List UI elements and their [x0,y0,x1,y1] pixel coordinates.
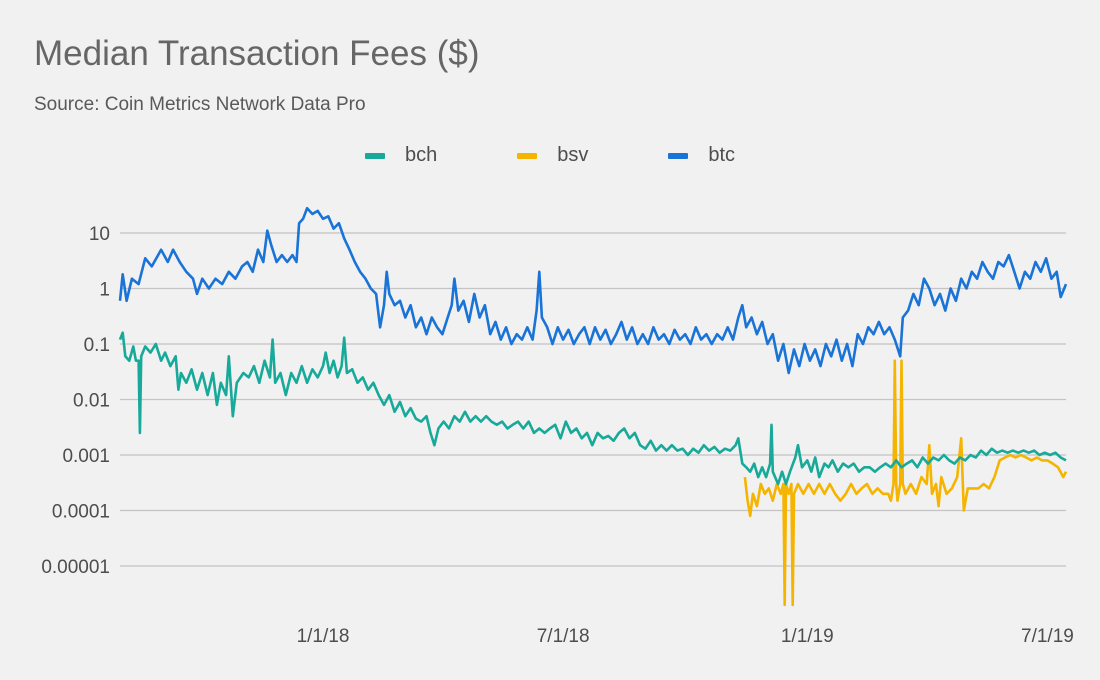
x-tick-label: 1/1/19 [781,626,834,647]
chart-subtitle: Source: Coin Metrics Network Data Pro [34,94,366,115]
legend: bch bsv btc [0,144,1100,167]
series-lines [118,206,1068,607]
legend-swatch-btc [668,152,689,159]
y-tick-label: 0.1 [84,335,110,356]
y-tick-label: 0.001 [62,446,110,467]
y-axis-labels: 10 1 0.1 0.01 0.001 0.0001 0.00001 [41,224,110,578]
x-tick-label: 1/1/18 [297,626,350,647]
x-tick-label: 7/1/19 [1021,626,1074,647]
legend-label-bsv: bsv [557,144,589,166]
series-line-btc [118,206,1068,375]
series-line-bsv [743,359,1068,607]
chart-title: Median Transaction Fees ($) [34,34,480,73]
grid-lines [120,232,1066,567]
x-axis-labels: 1/1/18 7/1/18 1/1/19 7/1/19 [297,626,1074,647]
x-tick-label: 7/1/18 [537,626,590,647]
y-tick-label: 10 [89,224,110,245]
legend-swatch-bch [364,152,385,159]
legend-label-btc: btc [708,144,736,166]
y-tick-label: 0.01 [73,391,110,412]
y-tick-label: 0.0001 [52,502,110,523]
legend-item-bsv[interactable]: bsv [465,144,588,167]
legend-item-bch[interactable]: bch [364,144,438,167]
legend-label-bch: bch [404,144,438,166]
series-line-bch [118,331,1067,486]
y-tick-label: 0.00001 [41,557,110,578]
y-tick-label: 1 [99,280,110,301]
legend-swatch-bsv [517,152,538,159]
legend-item-btc[interactable]: btc [616,144,735,167]
